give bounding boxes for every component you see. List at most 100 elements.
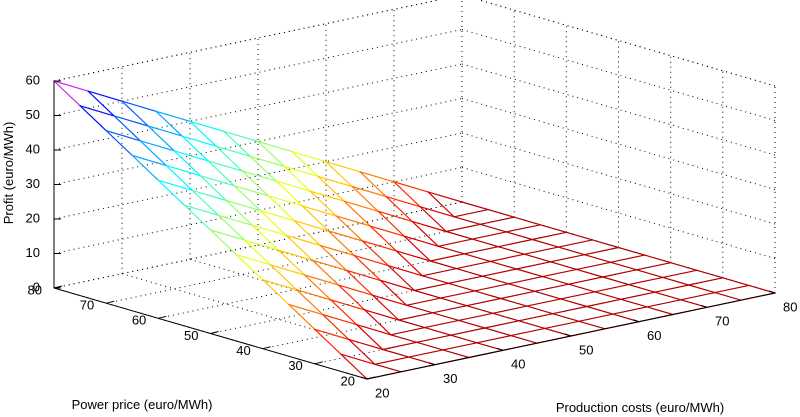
surface-mesh-segment xyxy=(560,298,588,308)
surface-mesh-segment xyxy=(361,240,397,252)
surface-mesh-segment xyxy=(696,269,724,279)
surface-mesh-segment xyxy=(492,312,520,322)
surface-mesh-segment xyxy=(395,250,431,262)
x-tick xyxy=(632,319,640,323)
surface-mesh-segment xyxy=(500,297,528,307)
surface-mesh-segment xyxy=(309,190,345,202)
surface-mesh-segment xyxy=(377,210,413,222)
surface-mesh-segment xyxy=(531,231,567,241)
surface-mesh-segment xyxy=(241,170,277,182)
surface-mesh-segment xyxy=(484,320,520,329)
surface-mesh-segment xyxy=(275,180,311,192)
surface-mesh-segment xyxy=(515,268,544,278)
surface-mesh-segment xyxy=(471,231,507,240)
surface-mesh-segment xyxy=(628,284,656,293)
z-tick-label: 20 xyxy=(26,210,40,225)
surface-mesh-segment xyxy=(505,231,533,241)
surface-mesh-segment xyxy=(479,223,507,233)
surface-mesh-segment xyxy=(183,204,219,216)
surface-mesh-segment xyxy=(403,235,431,262)
surface-mesh-segment xyxy=(359,171,387,198)
surface-mesh-segment xyxy=(578,320,606,330)
surface-mesh-segment xyxy=(432,312,460,321)
surface-mesh-segment xyxy=(338,284,374,296)
surface-mesh-segment xyxy=(382,341,418,351)
surface-mesh-segment xyxy=(646,299,682,308)
surface-mesh-segment xyxy=(455,268,484,277)
surface-mesh-segment xyxy=(262,279,290,306)
surface-mesh-segment xyxy=(353,255,389,267)
y-tick xyxy=(106,300,115,304)
surface-mesh-segment xyxy=(296,289,324,316)
x-tick xyxy=(564,333,572,337)
surface-mesh-segment xyxy=(353,255,382,281)
surface-mesh-segment xyxy=(296,289,332,301)
surface-mesh-segment xyxy=(209,229,246,241)
surface-mesh-segment xyxy=(497,238,533,248)
surface-mesh-segment xyxy=(215,145,251,157)
surface-mesh-segment xyxy=(398,319,426,329)
surface-mesh-segment xyxy=(309,190,337,217)
surface-mesh-segment xyxy=(87,90,115,117)
surface-mesh-segment xyxy=(225,199,261,212)
x-tick-label: 80 xyxy=(783,299,797,314)
y-tick-label: 20 xyxy=(341,373,355,388)
surface-mesh-segment xyxy=(654,284,690,293)
surface-mesh-segment xyxy=(489,253,526,262)
y-tick-label: 30 xyxy=(288,358,302,373)
surface-mesh-segment xyxy=(481,268,518,277)
surface-mesh-segment xyxy=(387,265,423,277)
surface-mesh-segment xyxy=(505,224,541,233)
surface-mesh-segment xyxy=(424,319,460,329)
surface-mesh-segment xyxy=(251,224,280,251)
surface-mesh-segment xyxy=(620,291,656,300)
surface-mesh-segment xyxy=(241,170,269,197)
surface-mesh-segment xyxy=(304,274,332,301)
x-tick xyxy=(496,347,504,351)
surface-mesh-segment xyxy=(343,200,371,227)
surface-mesh-segment xyxy=(445,230,473,240)
surface-mesh-segment xyxy=(223,130,259,143)
surface-mesh-segment xyxy=(361,240,389,267)
surface-mesh-segment xyxy=(314,328,342,355)
surface-mesh-segment xyxy=(500,290,536,300)
surface-mesh-segment xyxy=(301,205,337,217)
surface-mesh-segment xyxy=(476,335,512,344)
surface-mesh-segment xyxy=(301,205,329,232)
surface-mesh-segment xyxy=(387,265,416,292)
surface-mesh-segment xyxy=(199,175,227,202)
surface-mesh-segment xyxy=(257,140,293,153)
surface-mesh-segment xyxy=(466,297,502,307)
surface-mesh-segment xyxy=(283,165,319,177)
surface-mesh-segment xyxy=(583,254,612,263)
surface-mesh-segment xyxy=(311,259,340,286)
z-tick-label: 40 xyxy=(26,141,40,156)
surface-mesh-segment xyxy=(515,261,552,270)
surface-mesh-segment xyxy=(345,269,374,296)
surface-mesh-segment xyxy=(374,363,402,373)
surface-mesh-segment xyxy=(393,181,421,208)
surface-mesh-segment xyxy=(139,140,175,152)
surface-mesh-segment xyxy=(463,253,491,262)
surface-mesh-segment xyxy=(518,313,554,322)
surface-mesh-segment xyxy=(403,235,439,247)
surface-mesh-segment xyxy=(510,335,538,344)
surface-mesh-segment xyxy=(356,324,392,336)
surface-mesh-segment xyxy=(395,250,423,277)
surface-mesh-segment xyxy=(351,185,387,198)
surface-mesh-segment xyxy=(283,165,311,192)
surface-mesh-segment xyxy=(348,338,376,365)
y-tick-label: 50 xyxy=(184,328,198,343)
x-tick-label: 70 xyxy=(715,314,729,329)
surface-mesh-segment xyxy=(285,234,321,247)
surface-mesh-segment xyxy=(379,279,416,292)
surface-mesh-segment xyxy=(189,120,225,132)
surface-mesh-segment xyxy=(508,276,544,285)
surface-mesh-segment xyxy=(121,100,149,127)
surface-mesh-segment xyxy=(79,105,107,132)
surface-mesh-segment xyxy=(466,305,494,314)
surface-mesh-segment xyxy=(335,215,363,242)
surface-mesh-segment xyxy=(432,305,468,314)
y-tick xyxy=(158,315,167,319)
surface-mesh-segment xyxy=(191,189,227,202)
